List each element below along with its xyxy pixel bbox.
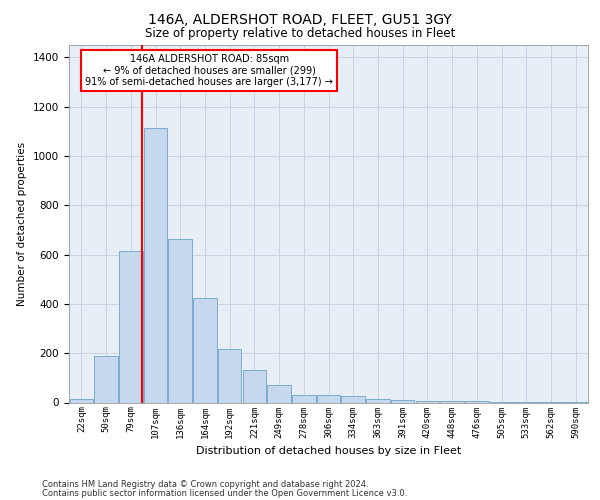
- Bar: [94, 356, 118, 403]
- Bar: [292, 395, 316, 402]
- Bar: [218, 350, 241, 403]
- Bar: [268, 385, 291, 402]
- Bar: [391, 400, 415, 402]
- X-axis label: Distribution of detached houses by size in Fleet: Distribution of detached houses by size …: [196, 446, 461, 456]
- Bar: [169, 238, 192, 402]
- Bar: [242, 370, 266, 402]
- Bar: [119, 251, 143, 402]
- Y-axis label: Number of detached properties: Number of detached properties: [17, 142, 28, 306]
- Text: Contains HM Land Registry data © Crown copyright and database right 2024.: Contains HM Land Registry data © Crown c…: [42, 480, 368, 489]
- Bar: [317, 395, 340, 402]
- Bar: [341, 396, 365, 402]
- Text: Size of property relative to detached houses in Fleet: Size of property relative to detached ho…: [145, 28, 455, 40]
- Bar: [70, 399, 93, 402]
- Text: 146A, ALDERSHOT ROAD, FLEET, GU51 3GY: 146A, ALDERSHOT ROAD, FLEET, GU51 3GY: [148, 12, 452, 26]
- Bar: [193, 298, 217, 403]
- Text: Contains public sector information licensed under the Open Government Licence v3: Contains public sector information licen…: [42, 488, 407, 498]
- Text: 146A ALDERSHOT ROAD: 85sqm
← 9% of detached houses are smaller (299)
91% of semi: 146A ALDERSHOT ROAD: 85sqm ← 9% of detac…: [85, 54, 333, 87]
- Bar: [144, 128, 167, 402]
- Bar: [366, 399, 389, 402]
